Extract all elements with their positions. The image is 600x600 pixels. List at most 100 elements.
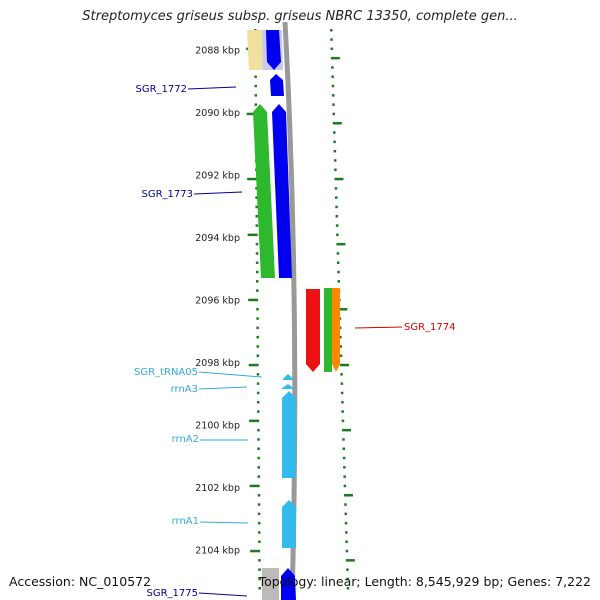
tick-label: 2094 kbp [195, 233, 240, 244]
ruler-tick [343, 494, 353, 497]
ruler-tick [256, 391, 260, 395]
ruler-tick [335, 205, 338, 209]
accession-label: Accession: NC_010572 [9, 574, 152, 589]
ruler-tick [257, 503, 261, 506]
ruler-tick [345, 531, 348, 534]
ruler-tick [331, 84, 335, 88]
ruler-tick [257, 447, 260, 450]
ruler-tick [331, 66, 334, 69]
ruler-tick [335, 224, 339, 227]
ruler-tick [339, 345, 342, 348]
ruler-tick [254, 94, 258, 97]
feature-label[interactable]: SGR_1773 [142, 189, 194, 200]
ruler-tick [255, 252, 259, 255]
topology-summary: Topology: linear; Length: 8,545,929 bp; … [258, 574, 591, 589]
ruler-tick [345, 559, 355, 562]
ruler-tick [254, 103, 258, 106]
ruler-tick [257, 410, 260, 413]
ruler-tick [341, 410, 344, 413]
leader-line [198, 386, 248, 390]
ruler-tick [346, 577, 349, 581]
gene-sgr-1773[interactable] [253, 104, 275, 278]
feature-label[interactable]: SGR_1772 [136, 84, 188, 95]
tick-label: 2100 kbp [195, 421, 240, 432]
map-title: Streptomyces griseus subsp. griseus NBRC… [82, 9, 518, 24]
leader-line [354, 326, 403, 329]
ruler-tick [345, 540, 348, 543]
cds-arrow-sgr-1775[interactable] [281, 568, 296, 600]
rrna-rrna2[interactable] [282, 391, 296, 478]
ruler-tick [334, 187, 338, 190]
ruler-tick [332, 103, 335, 106]
ruler-tick [339, 354, 343, 357]
ruler-tick [258, 568, 261, 571]
ruler-tick [256, 308, 259, 311]
trna-sgr-trna05[interactable] [282, 374, 294, 380]
leader-line [198, 371, 263, 378]
ruler-tick [336, 261, 340, 264]
ruler-tick [249, 419, 260, 423]
ruler-tick [246, 112, 257, 116]
ruler-tick [334, 177, 344, 181]
tick-label: 2102 kbp [195, 483, 240, 494]
ruler-tick [342, 447, 346, 450]
ruler-tick [256, 289, 259, 292]
tick-label: 2088 kbp [195, 46, 240, 57]
ruler-tick [346, 587, 350, 590]
ruler-tick [255, 224, 259, 227]
feature-label[interactable]: rrnA1 [172, 516, 199, 527]
leader-line [193, 191, 243, 195]
ruler-tick [257, 428, 260, 432]
ruler-tick [335, 196, 338, 199]
ruler-tick [256, 326, 259, 330]
ruler-tick [256, 280, 259, 283]
ruler-tick [247, 233, 258, 237]
feature-label[interactable]: SGR_1775 [147, 588, 199, 599]
ruler-tick [333, 140, 336, 144]
ruler-tick [258, 531, 261, 534]
ruler-tick [255, 270, 259, 274]
ruler-tick [255, 261, 259, 264]
ruler-tick [255, 187, 258, 190]
ruler-tick [258, 559, 261, 562]
ruler-tick [344, 512, 348, 516]
cds-sgr-1774[interactable] [306, 289, 320, 372]
ruler-tick [249, 484, 260, 488]
ruler-tick [250, 549, 261, 553]
ruler-right [330, 29, 355, 590]
rrna-rrna1[interactable] [282, 500, 296, 548]
ruler-tick [330, 56, 340, 60]
ruler-tick [257, 466, 260, 469]
feature-label[interactable]: SGR_1774 [404, 322, 456, 333]
feature-label[interactable]: rrnA3 [171, 384, 198, 395]
gene-sgr-1774-green[interactable] [324, 288, 332, 372]
ruler-tick [337, 280, 341, 283]
tick-labels: 2088 kbp 2090 kbp 2092 kbp 2094 kbp 2096 kbp… [195, 46, 240, 557]
ruler-tick [256, 335, 259, 339]
ruler-tick [333, 149, 337, 153]
leader-line [199, 521, 249, 524]
ruler-tick [257, 456, 260, 460]
ruler-tick [338, 308, 348, 311]
ruler-tick [342, 456, 346, 460]
ruler-tick [255, 205, 258, 209]
ruler-tick [248, 298, 259, 302]
rrna-rrna3[interactable] [281, 384, 295, 389]
feature-label[interactable]: SGR_tRNA05 [134, 367, 198, 378]
gene-block-gray[interactable] [262, 568, 279, 600]
feature-label[interactable]: rrnA2 [172, 434, 199, 445]
ruler-tick [255, 196, 258, 199]
feature-labels: SGR_1772 SGR_1773 SGR_1774 SGR_tRNA05 rrnA3 r… [134, 84, 455, 599]
ruler-tick [257, 438, 260, 441]
cds-arrow-top[interactable] [266, 30, 281, 70]
ruler-tick [334, 168, 337, 171]
cds-arrow-sgr-1772[interactable] [270, 74, 284, 96]
ruler-tick [331, 94, 335, 97]
ruler-tick [341, 401, 344, 404]
gene-sgr-1774-orange[interactable] [332, 288, 340, 372]
ruler-tick [257, 521, 261, 525]
cds-sgr-1773[interactable] [272, 104, 292, 278]
gene-block-yellow[interactable] [247, 30, 264, 70]
ruler-tick [338, 326, 342, 330]
